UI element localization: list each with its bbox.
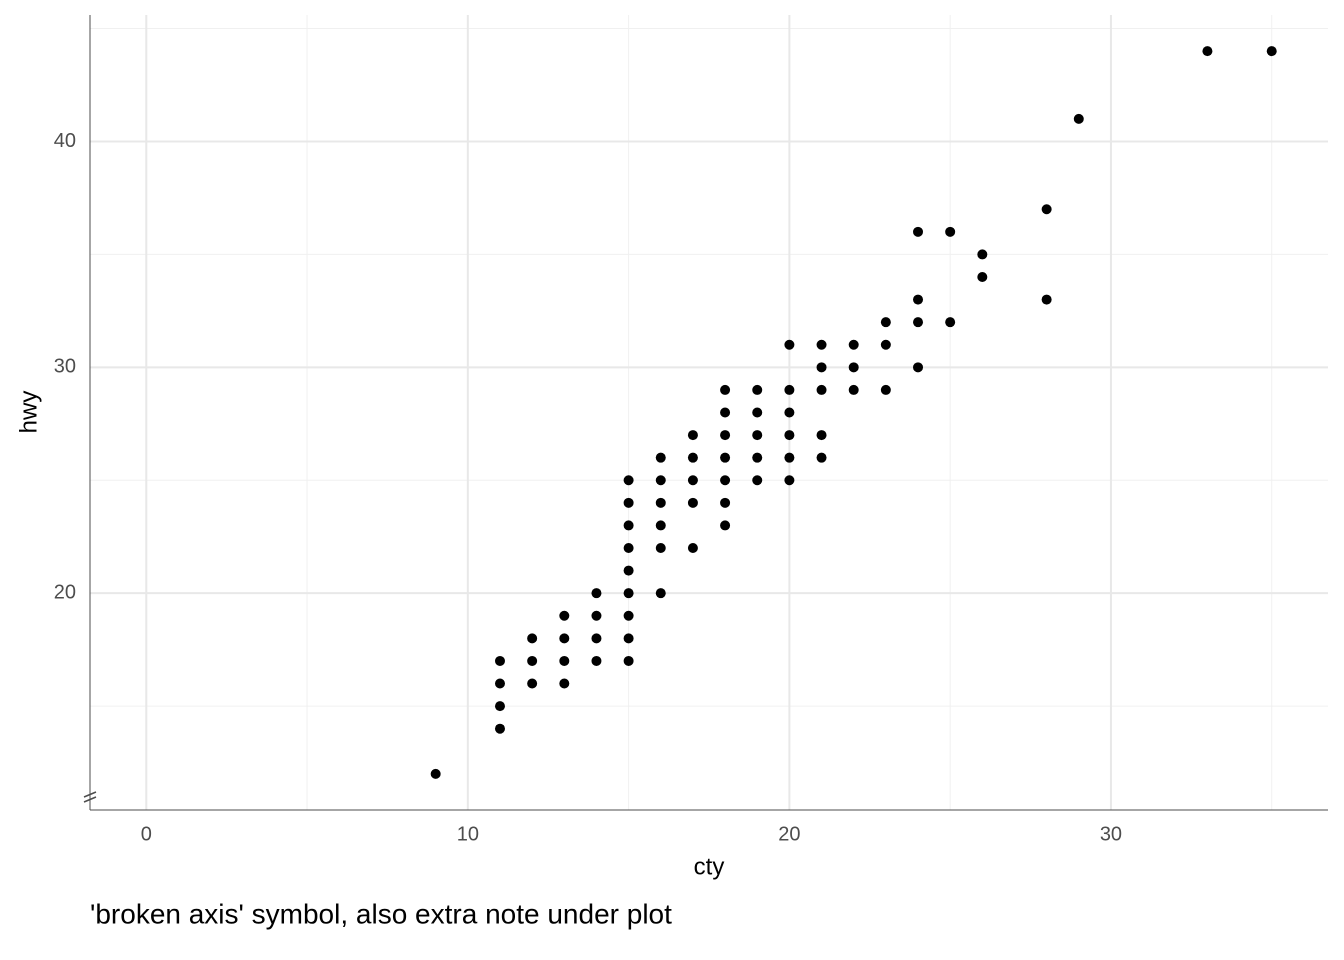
point <box>816 430 827 441</box>
point <box>623 565 634 576</box>
point <box>527 655 538 666</box>
point <box>752 384 763 395</box>
axis-break <box>83 791 97 803</box>
point <box>784 452 795 463</box>
point <box>494 678 505 689</box>
point <box>687 475 698 486</box>
point <box>623 543 634 554</box>
point <box>1041 294 1052 305</box>
point <box>1202 46 1213 57</box>
point <box>494 701 505 712</box>
point <box>623 655 634 666</box>
point <box>559 610 570 621</box>
point <box>848 362 859 373</box>
point <box>816 339 827 350</box>
point <box>848 339 859 350</box>
point <box>913 294 924 305</box>
point <box>591 655 602 666</box>
point <box>591 588 602 599</box>
x-axis-title: cty <box>694 853 725 880</box>
point <box>720 430 731 441</box>
point <box>720 407 731 418</box>
point <box>816 384 827 395</box>
point <box>655 475 666 486</box>
point <box>430 768 441 779</box>
point <box>752 452 763 463</box>
point <box>816 452 827 463</box>
point <box>720 520 731 531</box>
point <box>784 430 795 441</box>
point <box>816 362 827 373</box>
x-tick-label: 30 <box>1100 823 1122 845</box>
point <box>687 543 698 554</box>
point <box>752 430 763 441</box>
point <box>655 452 666 463</box>
y-tick-label: 40 <box>54 130 76 152</box>
point <box>784 384 795 395</box>
point <box>720 384 731 395</box>
point <box>880 317 891 328</box>
point <box>784 475 795 486</box>
point <box>784 407 795 418</box>
point <box>623 497 634 508</box>
point <box>527 678 538 689</box>
caption: 'broken axis' symbol, also extra note un… <box>90 898 672 929</box>
point <box>687 430 698 441</box>
x-tick-label: 0 <box>141 823 152 845</box>
y-axis-title: hwy <box>15 391 42 434</box>
point <box>880 339 891 350</box>
point <box>848 384 859 395</box>
point <box>623 475 634 486</box>
point <box>527 633 538 644</box>
point <box>494 723 505 734</box>
point <box>752 407 763 418</box>
point <box>945 317 956 328</box>
point <box>977 271 988 282</box>
point <box>623 588 634 599</box>
x-tick-label: 10 <box>457 823 479 845</box>
point <box>591 633 602 644</box>
point <box>494 655 505 666</box>
point <box>784 339 795 350</box>
point <box>559 655 570 666</box>
point <box>591 610 602 621</box>
point <box>623 520 634 531</box>
point <box>913 226 924 237</box>
point <box>720 452 731 463</box>
point <box>977 249 988 260</box>
point <box>1041 204 1052 215</box>
point <box>720 497 731 508</box>
point <box>623 633 634 644</box>
y-tick-label: 20 <box>54 581 76 603</box>
point <box>720 475 731 486</box>
point <box>687 452 698 463</box>
point <box>655 520 666 531</box>
x-tick-label: 20 <box>778 823 800 845</box>
point <box>559 633 570 644</box>
point <box>687 497 698 508</box>
point <box>945 226 956 237</box>
point <box>655 497 666 508</box>
point <box>655 543 666 554</box>
point <box>623 610 634 621</box>
point <box>913 317 924 328</box>
point <box>1266 46 1277 57</box>
point <box>880 384 891 395</box>
point <box>752 475 763 486</box>
point <box>1073 113 1084 124</box>
point <box>559 678 570 689</box>
point <box>913 362 924 373</box>
point <box>655 588 666 599</box>
y-tick-label: 30 <box>54 356 76 378</box>
